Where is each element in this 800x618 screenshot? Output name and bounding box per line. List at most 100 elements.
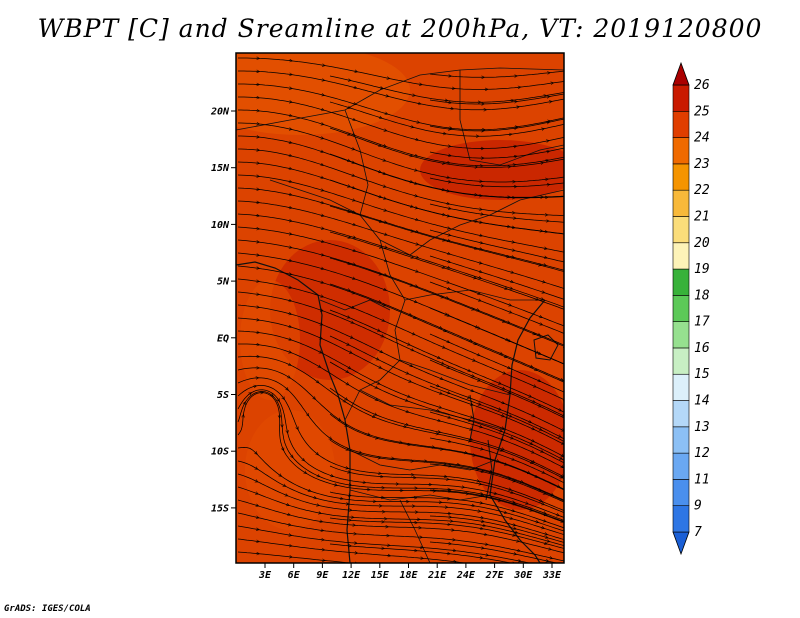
streamline-arrow [320,296,323,297]
streamline-arrow [547,549,551,550]
streamline-arrow [358,452,361,453]
streamline-arrow [441,189,444,190]
streamline-arrow [244,402,245,406]
streamline-arrow [271,394,273,396]
streamline-arrow [352,237,355,238]
streamline-arrow [383,222,387,223]
field-patch-northeast [420,140,564,200]
streamline-arrow [478,249,482,250]
streamline-arrow [414,219,418,220]
streamline-arrow [507,340,511,341]
streamline-arrow [346,344,349,345]
streamline-arrow [321,95,324,96]
streamline [237,392,564,523]
streamline-arrow [478,277,481,278]
streamline-arrow [346,472,350,473]
colorbar-label: 19 [694,262,710,277]
streamline-arrow [318,366,321,368]
colorbar-swatch [672,216,690,244]
streamline-arrow [511,481,515,482]
streamline-arrow [479,449,483,450]
lon-tick-label: 21E [427,570,447,581]
streamline [429,359,564,419]
streamline-arrow [546,122,549,123]
streamline-arrow [471,505,474,506]
streamline-arrow [439,378,443,379]
streamline-arrow [446,228,450,229]
streamline-arrow [350,322,354,323]
streamline-arrow [550,494,554,495]
streamline-arrow [329,437,331,439]
colorbar-swatch [672,479,690,507]
streamline-arrow [320,164,323,165]
streamline-arrow [560,455,564,456]
streamline-arrow [545,141,549,142]
streamline-arrow [435,434,438,435]
streamline-arrow [366,434,370,435]
streamline-arrow [302,459,304,461]
streamline-arrow [321,65,325,66]
streamline-arrow [385,96,388,97]
lat-tick-label: 20N [210,107,230,118]
streamline-arrow [475,469,479,470]
streamline-arrow [542,265,546,266]
streamline-arrow [409,206,413,207]
streamline-arrow [353,87,357,88]
streamline-arrow [438,407,441,408]
streamline [329,361,564,461]
streamline-arrow [347,80,351,81]
streamline-arrow [338,419,340,421]
streamline-arrow [288,287,291,288]
streamline-arrow [463,452,467,453]
streamline-arrow [477,300,481,301]
streamline-arrow [440,363,444,364]
streamline-arrow [549,558,552,559]
streamline-arrow [346,290,350,291]
streamline-arrow [447,182,451,183]
streamline [429,177,564,188]
streamline-arrow [467,441,471,442]
colorbar-label: 7 [694,525,702,540]
streamline-arrow [446,253,450,254]
streamline-arrow [253,386,256,387]
streamline-arrow [351,200,355,201]
streamline-arrow [524,503,528,504]
streamline [329,127,564,168]
streamline-arrow [345,468,348,469]
streamline-arrow [409,285,413,286]
streamline-arrow [541,282,545,283]
streamline-arrow [384,113,387,114]
field-patch-west [240,280,300,400]
streamline-arrow [345,425,348,427]
streamline-arrow [375,358,379,359]
streamline-arrow [564,382,567,383]
colorbar-swatch [672,137,690,165]
streamline-arrow [287,429,288,433]
streamline-arrow [532,333,535,334]
streamline [237,355,564,480]
streamline-arrow [446,203,449,204]
streamline-arrow [541,472,545,473]
streamline-arrow [519,481,523,482]
streamline-arrow [473,248,477,249]
streamline-arrow [510,257,514,258]
streamline-arrow [352,104,356,105]
streamline-arrow [304,472,307,474]
streamline-arrow [319,521,322,522]
streamline [429,437,564,484]
streamline-arrow [543,514,547,515]
colorbar-swatch [672,84,690,112]
streamline-arrow [414,271,418,272]
streamline-arrow [480,521,484,522]
streamline-arrow [548,102,552,103]
streamline-arrow [472,278,476,279]
colorbar-swatch [672,295,690,322]
streamline-arrow [386,78,389,79]
streamline-arrow [560,466,564,467]
streamline [429,281,564,334]
streamline-arrow [510,492,513,493]
streamline-arrow [479,214,483,215]
streamline-arrow [255,452,257,454]
lon-tick-label: 15E [371,570,390,581]
lat-tick-label: 10S [211,447,229,458]
